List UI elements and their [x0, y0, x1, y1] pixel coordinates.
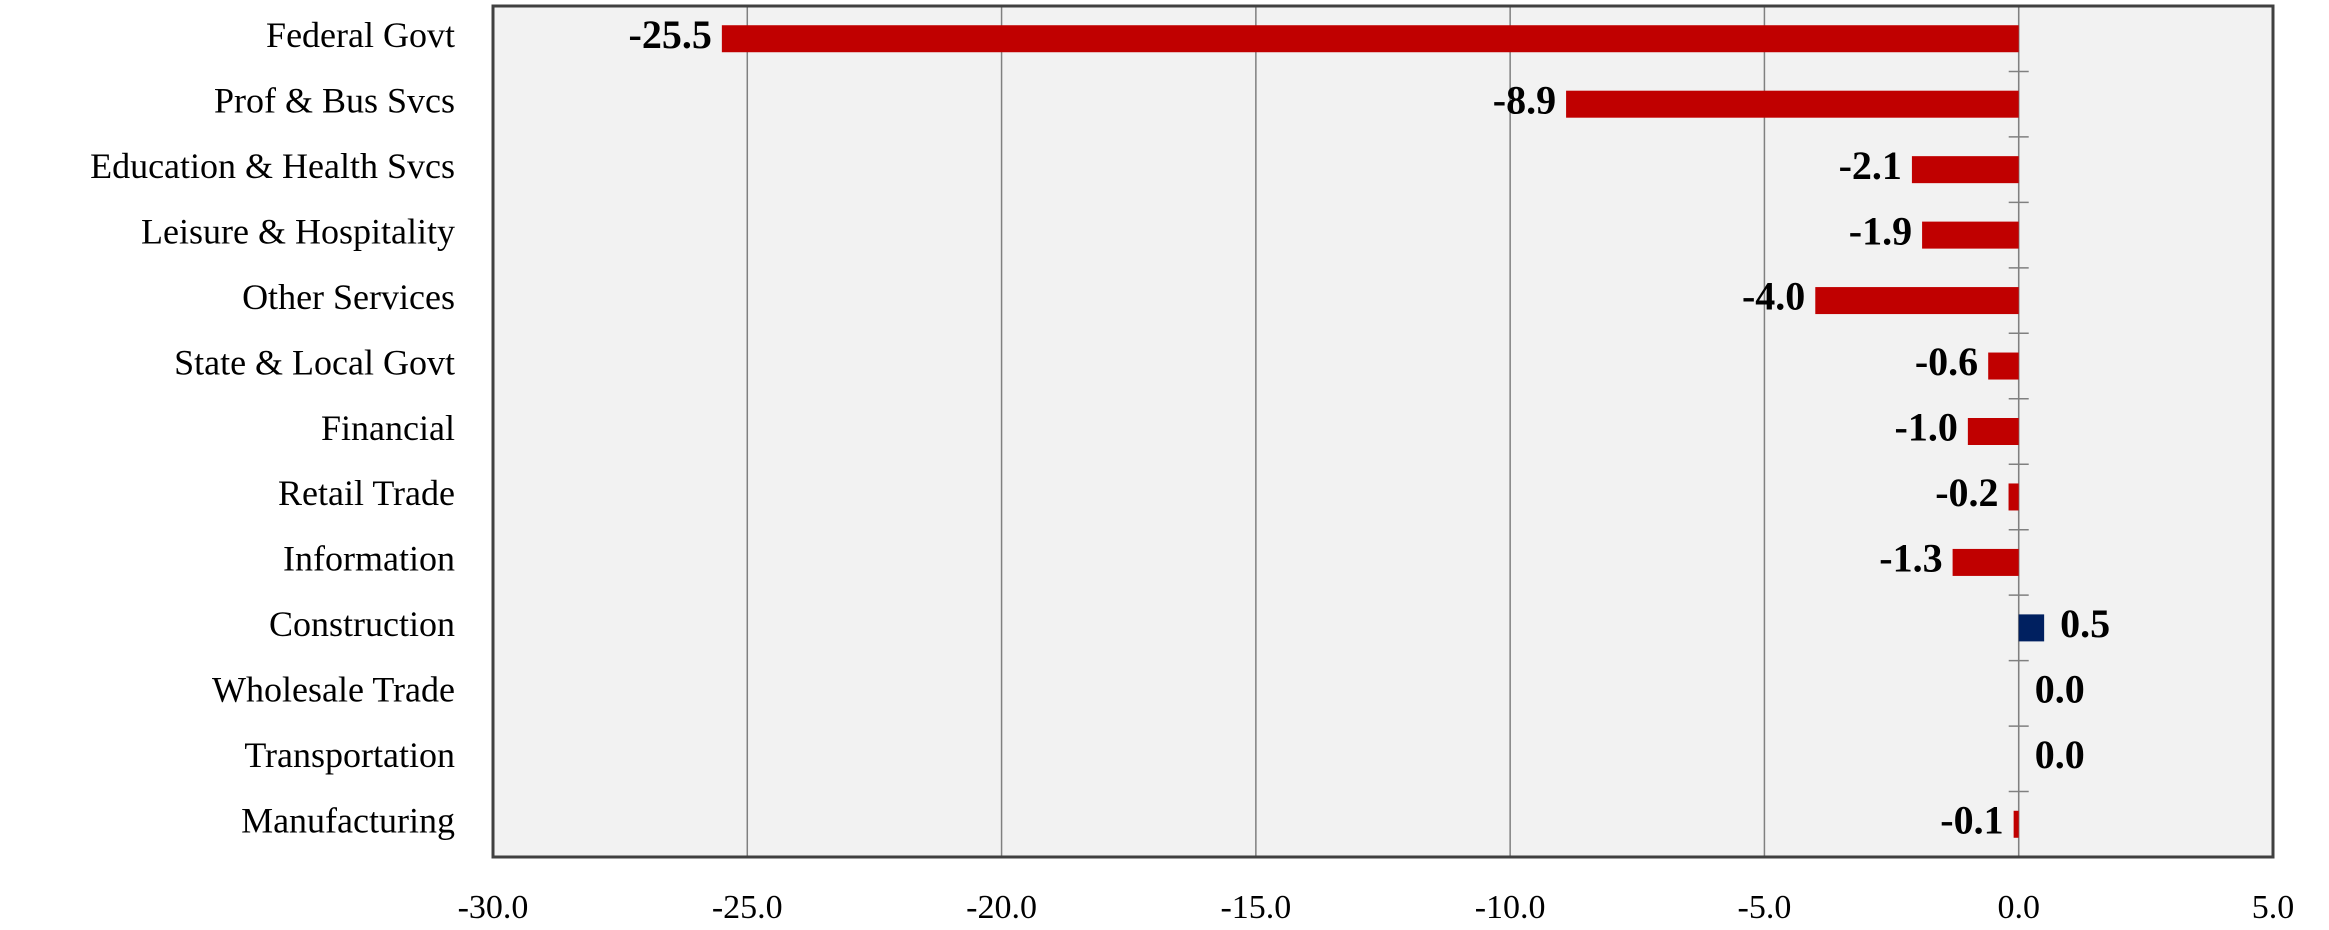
value-label: 0.5 — [2060, 601, 2110, 646]
value-label: -0.1 — [1940, 797, 2003, 842]
y-tick-label: Other Services — [242, 277, 455, 317]
plot-border — [491, 4, 2275, 859]
value-label: 0.0 — [2035, 732, 2085, 777]
y-tick-label: Financial — [321, 408, 455, 448]
y-tick-label: Manufacturing — [241, 801, 455, 841]
value-label: -25.5 — [629, 12, 712, 57]
x-tick-label: -25.0 — [712, 889, 783, 926]
y-tick-label: State & Local Govt — [174, 342, 455, 382]
x-tick-label: 0.0 — [1997, 889, 2040, 926]
y-tick-label: Information — [283, 539, 455, 579]
value-label: -0.2 — [1935, 470, 1998, 515]
bar — [1952, 548, 2019, 576]
x-tick-label: -15.0 — [1220, 889, 1291, 926]
bar — [1988, 352, 2019, 380]
value-label: -2.1 — [1839, 143, 1902, 188]
y-tick-label: Federal Govt — [266, 15, 455, 55]
bar — [2008, 483, 2019, 511]
x-tick-label: -10.0 — [1475, 889, 1546, 926]
y-tick-label: Wholesale Trade — [212, 670, 455, 710]
bar — [2018, 614, 2045, 642]
bar — [1815, 287, 2019, 315]
value-label: -1.0 — [1895, 405, 1958, 450]
y-tick-label: Education & Health Svcs — [90, 146, 455, 186]
bar — [1566, 90, 2019, 118]
y-tick-label: Transportation — [244, 735, 455, 775]
bar — [1911, 156, 2019, 184]
value-label: -1.3 — [1879, 536, 1942, 581]
y-tick-label: Leisure & Hospitality — [141, 211, 455, 251]
value-label: 0.0 — [2035, 667, 2085, 712]
x-tick-label: -30.0 — [458, 889, 529, 926]
bar — [1922, 221, 2019, 249]
bar — [2013, 810, 2019, 838]
value-label: -8.9 — [1493, 77, 1556, 122]
x-tick-label: -5.0 — [1738, 889, 1792, 926]
y-tick-label: Construction — [269, 604, 455, 644]
y-tick-label: Retail Trade — [278, 473, 455, 513]
value-label: -0.6 — [1915, 339, 1978, 384]
bar — [1967, 418, 2019, 445]
x-tick-label: 5.0 — [2252, 889, 2295, 926]
x-tick-label: -20.0 — [966, 889, 1037, 926]
value-label: -4.0 — [1742, 274, 1805, 319]
y-tick-label: Prof & Bus Svcs — [214, 80, 455, 120]
value-label: -1.9 — [1849, 208, 1912, 253]
bar — [721, 25, 2019, 53]
